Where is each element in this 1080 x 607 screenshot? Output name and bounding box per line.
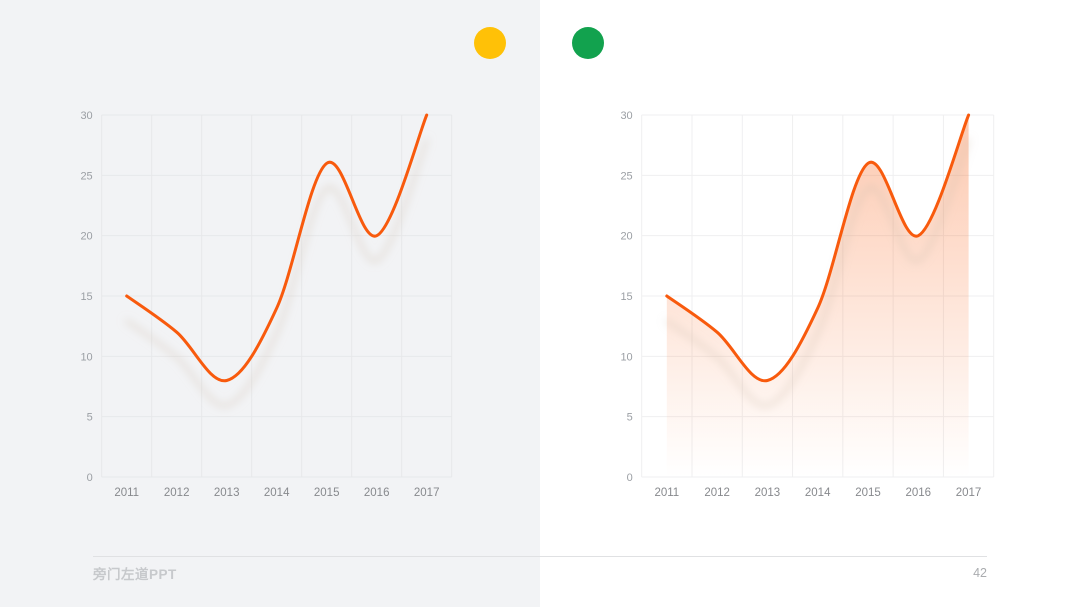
data-line	[665, 113, 971, 383]
y-axis-label: 15	[620, 291, 632, 303]
x-axis-label: 2013	[214, 487, 240, 499]
line-chart-plain: 0 5 10 15 20 25 30 2011 2012 2013 2014 2015 2016 2017	[80, 110, 453, 499]
x-axis-label: 2014	[264, 487, 290, 499]
y-axis-label: 20	[80, 231, 92, 243]
y-axis-label: 15	[80, 291, 92, 303]
footer-divider	[93, 556, 987, 557]
page-number: 42	[973, 566, 987, 580]
x-axis-label: 2011	[654, 487, 679, 499]
x-axis-label: 2011	[114, 487, 139, 499]
y-axis-label: 25	[80, 170, 92, 182]
x-axis-label: 2015	[855, 487, 881, 499]
y-axis-label: 20	[620, 231, 632, 243]
x-axis-label: 2015	[314, 487, 340, 499]
line-shadow	[124, 138, 429, 408]
y-axis-label: 25	[620, 170, 632, 182]
y-axis-label: 0	[87, 472, 93, 484]
y-axis-label: 0	[627, 472, 633, 484]
yellow-dot	[474, 27, 506, 59]
x-axis-label: 2012	[164, 487, 190, 499]
x-axis-label: 2016	[905, 487, 931, 499]
y-axis-label: 10	[80, 351, 92, 363]
y-axis-label: 5	[627, 412, 633, 424]
y-axis-label: 10	[620, 351, 632, 363]
right-panel-background	[540, 0, 1080, 607]
line-chart-area-fill: 0 5 10 15 20 25 30 2011 2012 2013 2014 2015 2016 2017	[620, 110, 995, 499]
y-axis-label: 5	[87, 412, 93, 424]
y-axis-label: 30	[620, 110, 632, 122]
x-axis-label: 2012	[704, 487, 730, 499]
footer-brand-watermark: 旁门左道PPT	[93, 567, 177, 582]
x-axis-label: 2017	[414, 487, 440, 499]
left-panel-background	[0, 0, 540, 607]
x-axis-label: 2014	[805, 487, 831, 499]
x-axis-label: 2016	[364, 487, 390, 499]
line-shadow	[665, 138, 971, 408]
y-axis-label: 30	[80, 110, 92, 122]
green-dot	[572, 27, 604, 59]
x-axis-label: 2017	[956, 487, 982, 499]
x-axis-label: 2013	[755, 487, 781, 499]
data-line	[125, 113, 429, 383]
